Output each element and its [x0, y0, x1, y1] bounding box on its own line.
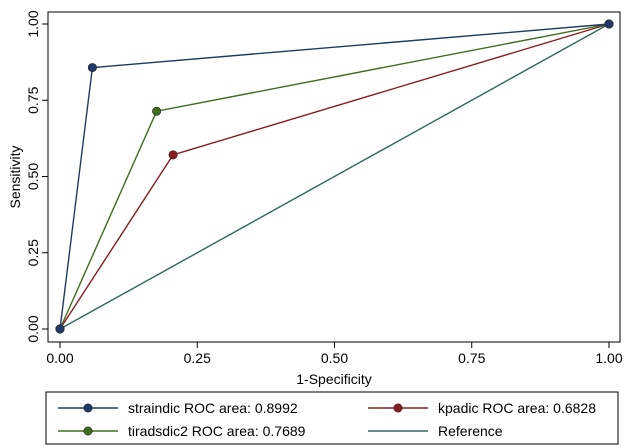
- legend-swatch-marker: [393, 403, 403, 413]
- x-axis: 0.00 0.25 0.50 0.75 1.00: [46, 342, 623, 366]
- series-point-0: [604, 19, 614, 29]
- x-axis-title: 1-Specificity: [296, 371, 371, 387]
- x-tick-label: 0.75: [458, 350, 485, 366]
- legend-label: kpadic ROC area: 0.6828: [438, 400, 596, 416]
- legend-swatch-marker: [83, 403, 93, 413]
- y-tick-label: 0.25: [25, 239, 41, 266]
- legend-label: tiradsdic2 ROC area: 0.7689: [128, 423, 306, 439]
- legend-label: Reference: [438, 423, 503, 439]
- series-point-2: [152, 106, 162, 116]
- legend: straindic ROC area: 0.8992 kpadic ROC are…: [58, 400, 596, 439]
- legend-label: straindic ROC area: 0.8992: [128, 400, 298, 416]
- legend-box: [45, 391, 619, 445]
- y-axis-title: Sensitivity: [7, 145, 23, 208]
- y-tick-label: 1.00: [25, 10, 41, 37]
- legend-swatch-marker: [83, 426, 93, 436]
- x-tick-label: 1.00: [595, 350, 622, 366]
- series-line-3: [59, 23, 610, 330]
- y-tick-label: 0.75: [25, 86, 41, 113]
- y-tick-label: 0.50: [25, 163, 41, 190]
- series-point-1: [168, 150, 178, 160]
- y-tick-label: 0.00: [25, 315, 41, 342]
- y-axis: 0.00 0.25 0.50 0.75 1.00: [25, 10, 48, 343]
- series-point-0: [55, 324, 65, 334]
- x-tick-label: 0.50: [321, 350, 348, 366]
- x-tick-label: 0.25: [184, 350, 211, 366]
- x-tick-label: 0.00: [46, 350, 73, 366]
- series-point-0: [87, 63, 97, 73]
- series-layer: [55, 19, 614, 334]
